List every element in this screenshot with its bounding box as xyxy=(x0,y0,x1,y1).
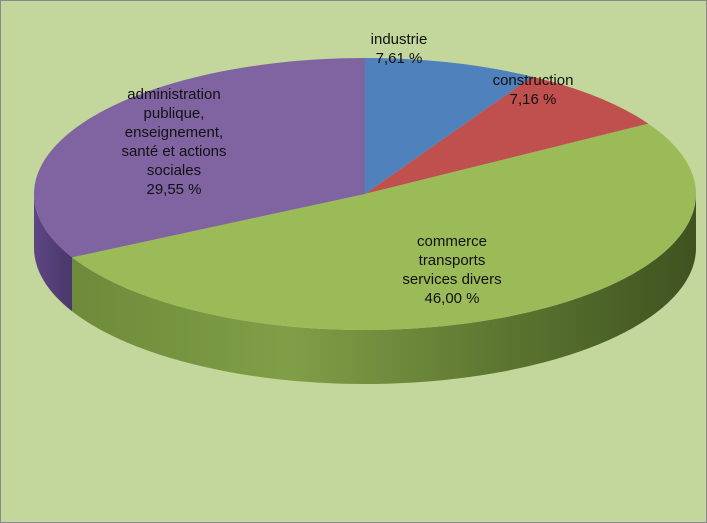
slice-value: 7,61 % xyxy=(375,50,423,67)
slice-3 xyxy=(34,58,365,258)
slice-label-line: commerce xyxy=(416,233,488,250)
slice-side-2 xyxy=(72,194,696,384)
slice-label-line: administration xyxy=(127,86,221,103)
slice-label-line: services divers xyxy=(402,271,502,288)
slice-label-line: publique, xyxy=(143,105,205,122)
slice-2 xyxy=(72,123,696,330)
slice-value: 46,00 % xyxy=(424,290,480,307)
slice-label-line: santé et actions xyxy=(121,143,227,160)
slice-label-line: enseignement, xyxy=(124,124,224,141)
slice-label-line: transports xyxy=(418,252,486,269)
slice-value: 29,55 % xyxy=(146,181,202,198)
slice-label-line: construction xyxy=(492,72,574,89)
slice-label-line: sociales xyxy=(146,162,202,179)
slice-label-0: industrie 7,61 % xyxy=(371,30,428,68)
slice-label-1: construction 7,16 % xyxy=(493,71,574,109)
slice-1 xyxy=(365,76,649,194)
slice-label-2: commerce transports services divers 46,00 % xyxy=(402,232,501,308)
slice-0 xyxy=(365,58,533,194)
slice-side-3 xyxy=(34,194,73,312)
slice-label-line: industrie xyxy=(370,31,428,48)
slice-value: 7,16 % xyxy=(509,91,557,108)
slice-label-3: administration publique, enseignement, sant… xyxy=(121,85,226,199)
